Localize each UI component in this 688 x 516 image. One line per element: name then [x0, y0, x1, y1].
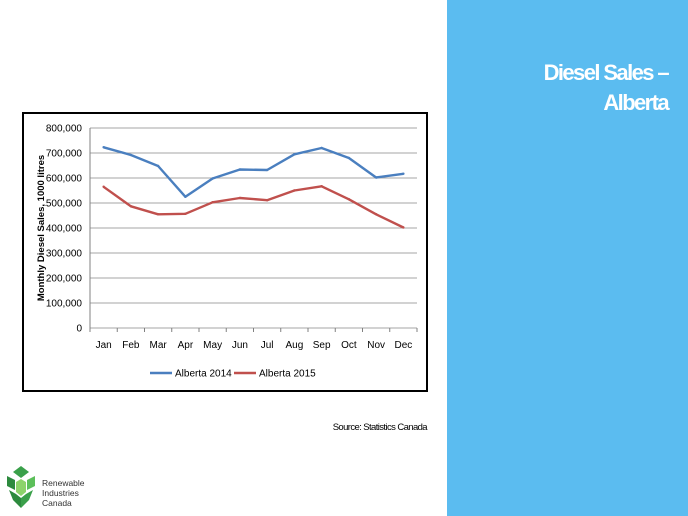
series-point-0	[320, 146, 323, 150]
series-point-0	[156, 164, 160, 168]
series-point-1	[374, 213, 378, 216]
legend-label: Alberta 2015	[259, 369, 316, 380]
series-point-0	[211, 177, 214, 180]
series-point-1	[265, 199, 269, 202]
line-chart: 0 100,000 200,000 300,000 400,000 500,000 600,…	[36, 124, 418, 380]
series-point-1	[320, 185, 323, 188]
y-tick-label: 600,000	[46, 174, 83, 185]
x-tick-label: Aug	[285, 340, 303, 351]
x-tick-label: Jun	[232, 340, 248, 351]
y-tick-label: 300,000	[46, 249, 83, 260]
company-logo: Renewable Industries Canada	[5, 464, 125, 512]
series-point-0	[184, 195, 187, 198]
series-point-1	[156, 213, 160, 216]
x-tick-label: Jul	[261, 340, 274, 351]
series-point-0	[293, 153, 296, 156]
logo-text-line1: Renewable	[42, 478, 85, 488]
x-tick-label: Jan	[96, 340, 112, 351]
series-point-0	[265, 168, 269, 172]
series-line-1	[102, 185, 404, 229]
series-point-0	[347, 156, 351, 160]
series-point-0	[402, 172, 405, 175]
x-tick-label: Apr	[178, 340, 194, 351]
source-note: Source: Statistics Canada	[332, 422, 428, 433]
slide-title-line1: Diesel Sales –	[543, 60, 670, 85]
x-tick-label: Oct	[341, 340, 357, 351]
y-tick-label: 700,000	[46, 149, 83, 160]
series-point-1	[347, 198, 351, 201]
series-point-1	[238, 196, 242, 200]
x-tick-label: Feb	[122, 340, 140, 351]
legend-label: Alberta 2014	[175, 369, 232, 380]
x-tick-label: Sep	[313, 340, 331, 351]
leaf-logo-icon	[7, 466, 35, 508]
logo-text: Renewable Industries Canada	[42, 478, 85, 508]
slide-title: Diesel Sales – Alberta	[458, 58, 670, 118]
y-tick-label: 200,000	[46, 274, 83, 285]
y-tick-label: 0	[76, 324, 82, 335]
series-point-1	[129, 205, 133, 208]
series-point-0	[238, 168, 242, 171]
series-point-1	[402, 226, 405, 229]
slide-title-line2: Alberta	[603, 90, 669, 115]
series-point-1	[102, 185, 105, 188]
y-tick-label: 500,000	[46, 199, 83, 210]
title-panel: Diesel Sales – Alberta	[447, 0, 688, 516]
x-tick-label: Mar	[150, 340, 168, 351]
series-point-1	[184, 212, 187, 215]
series-point-1	[211, 201, 214, 204]
x-tick-label: Nov	[367, 340, 385, 351]
series-point-0	[374, 176, 378, 179]
chart-frame: 0 100,000 200,000 300,000 400,000 500,000 600,…	[22, 112, 428, 392]
x-tick-label: May	[203, 340, 222, 351]
logo-text-line3: Canada	[42, 498, 72, 508]
series-point-0	[102, 146, 105, 149]
y-tick-label: 100,000	[46, 299, 83, 310]
y-tick-label: 400,000	[46, 224, 83, 235]
series-point-1	[293, 189, 296, 192]
series-line-0	[103, 146, 404, 199]
y-axis-label: Monthly Diesel Sales, 1000 litres	[36, 155, 47, 301]
y-tick-label: 800,000	[46, 124, 83, 135]
x-tick-label: Dec	[394, 340, 412, 351]
series-point-0	[129, 153, 133, 157]
logo-text-line2: Industries	[42, 488, 79, 498]
